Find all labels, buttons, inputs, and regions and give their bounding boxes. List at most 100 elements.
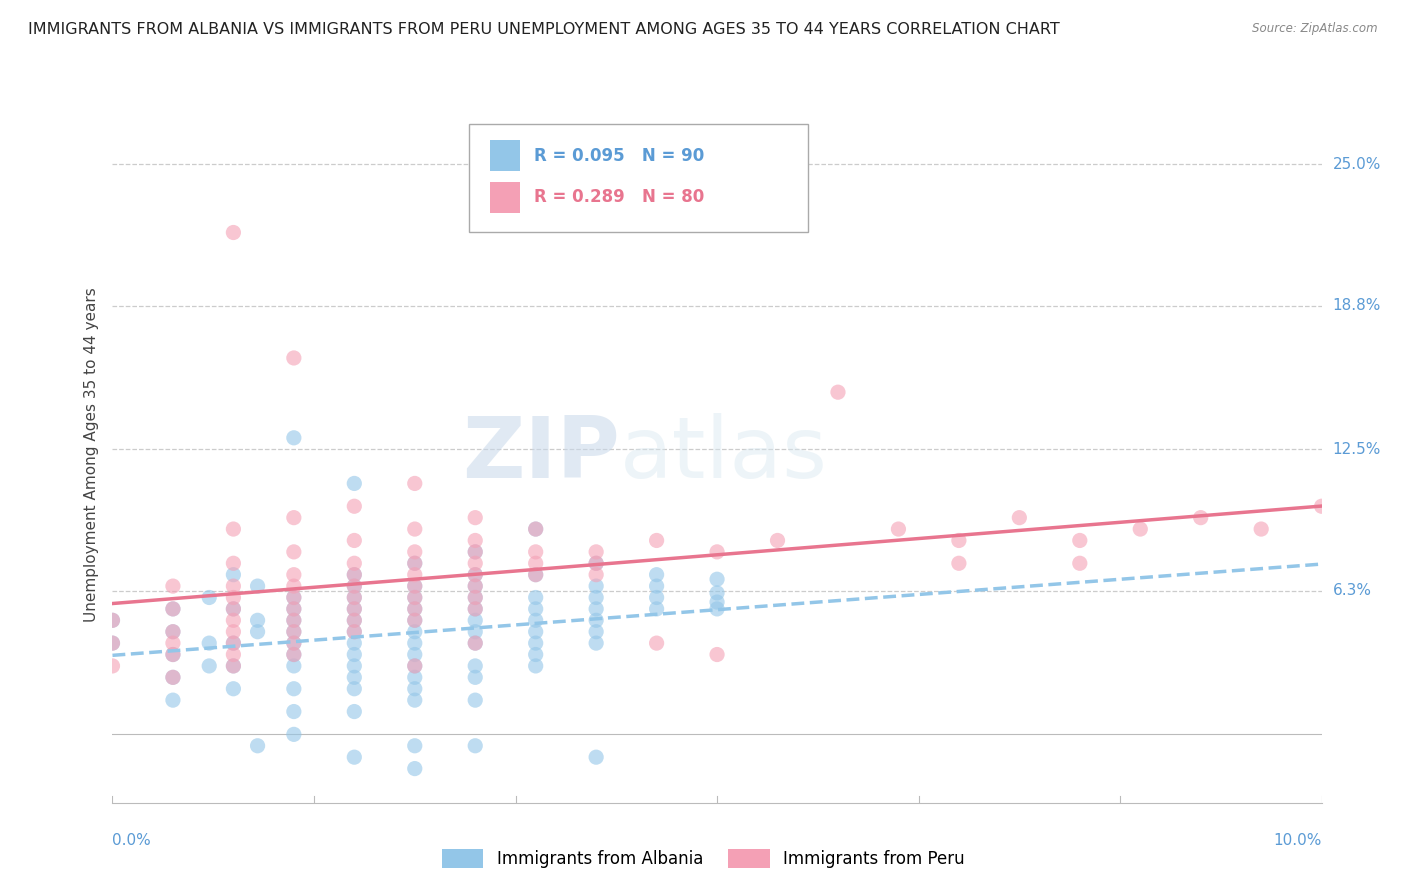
Point (404, 476, 426, 491)
Point (1310, 500, 1333, 514)
Point (343, 579, 366, 593)
Text: 10.0%: 10.0% (1274, 833, 1322, 848)
Bar (489, 140, 520, 171)
Point (706, 572, 728, 586)
Point (464, 613, 486, 627)
Point (283, 624, 305, 639)
Point (585, 545, 607, 559)
Point (464, 533, 486, 548)
Point (464, 591, 486, 605)
Point (283, 579, 305, 593)
Point (101, 613, 124, 627)
Point (162, 602, 184, 616)
Point (283, 613, 305, 627)
Point (283, 659, 305, 673)
Point (1129, 522, 1152, 536)
Point (524, 556, 547, 570)
Point (198, 636, 221, 650)
Text: Source: ZipAtlas.com: Source: ZipAtlas.com (1253, 22, 1378, 36)
Point (404, 648, 426, 662)
Point (404, 670, 426, 684)
Point (222, 659, 245, 673)
Point (404, 591, 426, 605)
Point (343, 613, 366, 627)
Text: 12.5%: 12.5% (1333, 442, 1381, 457)
Point (645, 636, 668, 650)
Point (222, 579, 245, 593)
Point (645, 567, 668, 582)
Point (404, 602, 426, 616)
Point (246, 739, 269, 753)
Point (283, 351, 305, 365)
Text: R = 0.095   N = 90: R = 0.095 N = 90 (534, 147, 704, 165)
Point (948, 533, 970, 548)
Point (766, 533, 789, 548)
Point (343, 613, 366, 627)
Point (645, 602, 668, 616)
Point (162, 648, 184, 662)
Point (404, 579, 426, 593)
Y-axis label: Unemployment Among Ages 35 to 44 years: Unemployment Among Ages 35 to 44 years (83, 287, 98, 623)
Point (222, 226, 245, 240)
Text: 25.0%: 25.0% (1333, 157, 1381, 171)
Point (464, 545, 486, 559)
Text: IMMIGRANTS FROM ALBANIA VS IMMIGRANTS FROM PERU UNEMPLOYMENT AMONG AGES 35 TO 44: IMMIGRANTS FROM ALBANIA VS IMMIGRANTS FR… (28, 22, 1060, 37)
Point (283, 705, 305, 719)
Point (706, 545, 728, 559)
Point (464, 624, 486, 639)
Point (404, 681, 426, 696)
Point (524, 613, 547, 627)
Point (706, 586, 728, 600)
Point (404, 636, 426, 650)
Point (524, 624, 547, 639)
Point (343, 591, 366, 605)
Text: 6.3%: 6.3% (1333, 583, 1372, 599)
Point (464, 670, 486, 684)
Point (222, 602, 245, 616)
Point (585, 750, 607, 764)
Point (343, 579, 366, 593)
Point (524, 567, 547, 582)
Point (343, 567, 366, 582)
Point (827, 385, 849, 400)
Point (162, 624, 184, 639)
Point (343, 624, 366, 639)
Point (222, 681, 245, 696)
Point (404, 659, 426, 673)
Point (404, 591, 426, 605)
Point (283, 591, 305, 605)
Point (464, 739, 486, 753)
Point (464, 567, 486, 582)
Point (1008, 510, 1031, 524)
Point (343, 556, 366, 570)
Text: 0.0%: 0.0% (112, 833, 152, 848)
Point (343, 659, 366, 673)
Text: atlas: atlas (620, 413, 828, 497)
Point (283, 648, 305, 662)
Point (1189, 510, 1212, 524)
Point (283, 613, 305, 627)
Point (645, 591, 668, 605)
Legend: Immigrants from Albania, Immigrants from Peru: Immigrants from Albania, Immigrants from… (434, 842, 972, 875)
Point (343, 648, 366, 662)
Point (283, 602, 305, 616)
Point (464, 602, 486, 616)
Point (404, 579, 426, 593)
Text: R = 0.289   N = 80: R = 0.289 N = 80 (534, 188, 704, 206)
Point (404, 693, 426, 707)
Point (524, 522, 547, 536)
Point (404, 602, 426, 616)
Point (948, 556, 970, 570)
Point (283, 727, 305, 741)
Point (283, 602, 305, 616)
Point (343, 476, 366, 491)
Point (222, 648, 245, 662)
Point (404, 545, 426, 559)
Point (222, 613, 245, 627)
Point (101, 659, 124, 673)
Point (283, 681, 305, 696)
Point (404, 567, 426, 582)
Point (343, 681, 366, 696)
Point (283, 636, 305, 650)
Point (464, 636, 486, 650)
